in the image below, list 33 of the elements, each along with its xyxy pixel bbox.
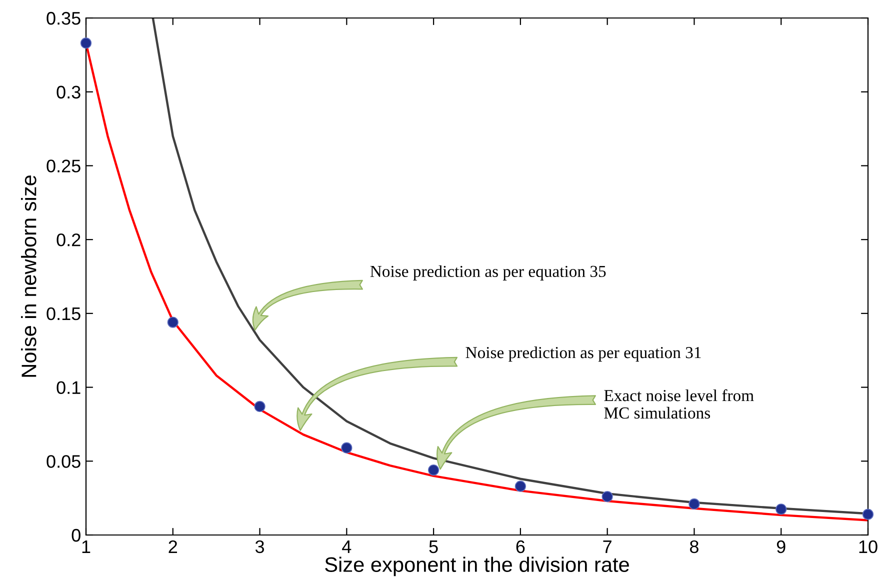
x-axis-title: Size exponent in the division rate: [325, 556, 629, 576]
annotation: Noise prediction as per equation 35: [370, 265, 606, 280]
y-tick-label: 0.35: [46, 12, 80, 25]
x-tick-label: 2: [168, 540, 178, 553]
y-tick-label: 0.2: [56, 234, 80, 246]
point: [602, 491, 613, 502]
annotation: Noise prediction as per equation 31: [466, 346, 701, 362]
x-tick-label: 6: [516, 540, 525, 554]
y-tick-label: 0.25: [46, 160, 80, 172]
point: [776, 504, 787, 515]
annotation: Exact noise level from MC simulations: [604, 389, 754, 419]
y-tick-label: 0.15: [46, 307, 80, 320]
y-tick-label: 0: [72, 528, 80, 542]
y-tick-label: 0.3: [56, 86, 80, 99]
x-tick-label: 7: [603, 540, 612, 553]
x-tick-label: 8: [690, 540, 698, 554]
x-tick-label: 1: [82, 540, 90, 553]
point: [428, 464, 440, 476]
point: [688, 498, 700, 510]
x-tick-label: 3: [255, 540, 264, 554]
point: [514, 480, 526, 492]
point: [80, 38, 92, 49]
point: [167, 316, 178, 328]
y-tick-label: 0.05: [46, 455, 80, 468]
x-tick-label: 9: [776, 540, 786, 554]
y-axis-title: Noise in newborn size: [21, 176, 36, 377]
x-tick-label: 5: [429, 540, 438, 554]
x-tick-label: 4: [342, 540, 352, 553]
point: [341, 442, 352, 454]
x-tick-label: 10: [859, 540, 878, 554]
point: [254, 400, 266, 412]
point: [862, 508, 874, 520]
y-tick-label: 0.1: [56, 381, 80, 394]
